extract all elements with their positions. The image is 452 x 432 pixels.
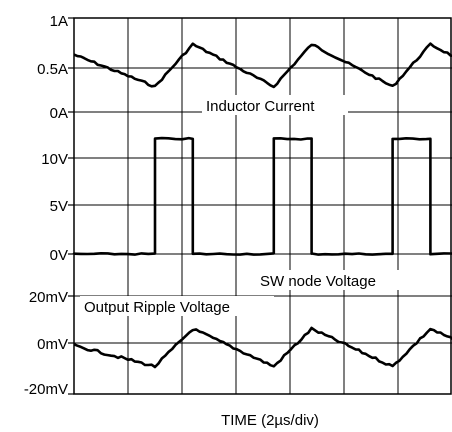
sw-node-voltage-trace bbox=[72, 136, 452, 256]
traces bbox=[72, 42, 452, 369]
y-tick-minus20mv: -20mV bbox=[24, 381, 68, 398]
inductor-current-trace bbox=[73, 42, 452, 89]
inductor-label-bg bbox=[202, 95, 348, 115]
y-tick-10v: 10V bbox=[41, 151, 68, 168]
y-tick-5v: 5V bbox=[50, 198, 68, 215]
y-tick-0a: 0A bbox=[50, 105, 68, 122]
y-tick-1a: 1A bbox=[50, 13, 68, 30]
y-tick-0v: 0V bbox=[50, 247, 68, 264]
sw-node-voltage-label: SW node Voltage bbox=[260, 273, 376, 290]
plot-frame bbox=[73, 17, 452, 395]
ripple-label-bg bbox=[80, 296, 274, 316]
y-tick-0.5a: 0.5A bbox=[37, 61, 68, 78]
x-axis-label: TIME (2µs/div) bbox=[221, 412, 319, 429]
y-tick-0mv: 0mV bbox=[37, 336, 68, 353]
sw-label-bg bbox=[256, 270, 414, 290]
output-ripple-trace bbox=[73, 326, 452, 369]
output-ripple-voltage-label: Output Ripple Voltage bbox=[84, 299, 230, 316]
inductor-current-label: Inductor Current bbox=[206, 98, 315, 115]
y-tick-20mv: 20mV bbox=[29, 289, 68, 306]
